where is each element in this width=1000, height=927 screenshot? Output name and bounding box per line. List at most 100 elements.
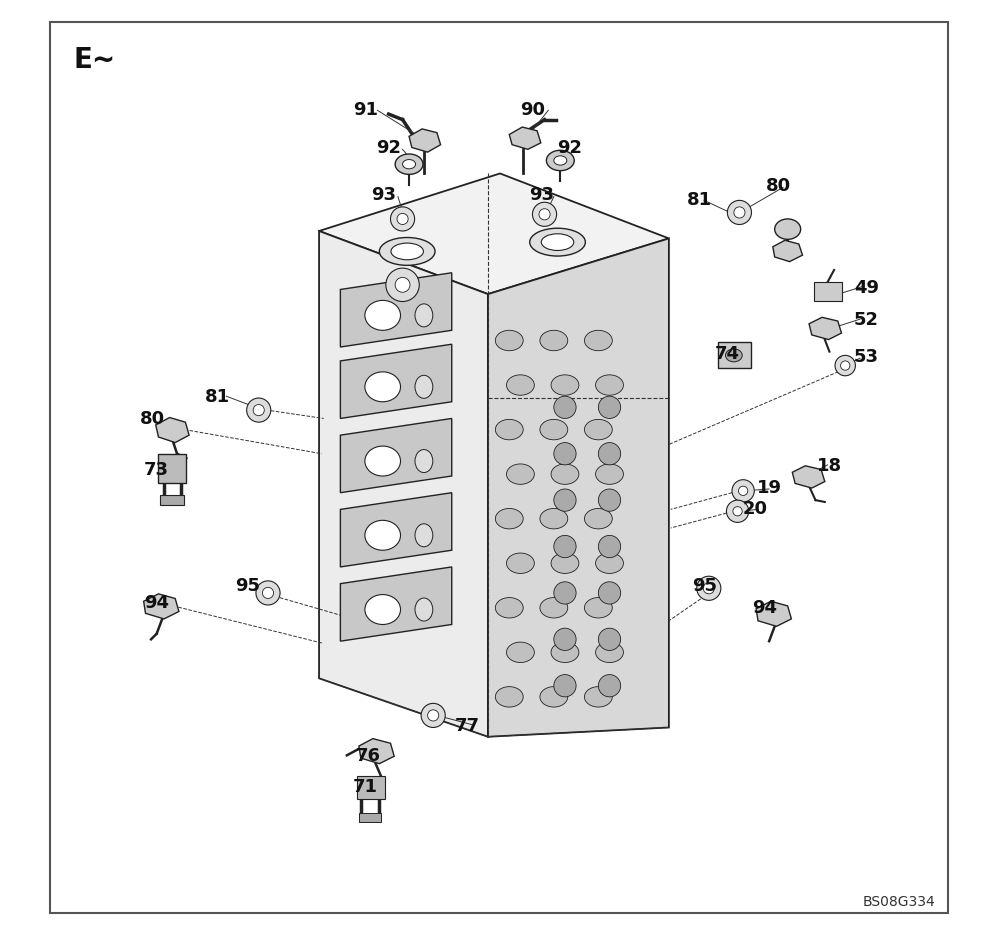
Ellipse shape <box>546 151 574 171</box>
Ellipse shape <box>540 331 568 351</box>
Circle shape <box>598 582 621 604</box>
Circle shape <box>262 588 274 599</box>
Circle shape <box>395 278 410 293</box>
Circle shape <box>732 480 754 502</box>
Ellipse shape <box>584 509 612 529</box>
Ellipse shape <box>495 687 523 707</box>
Bar <box>160 496 184 505</box>
Ellipse shape <box>596 375 623 396</box>
Ellipse shape <box>584 331 612 351</box>
Ellipse shape <box>415 599 433 621</box>
Text: 81: 81 <box>204 387 230 406</box>
Text: 18: 18 <box>817 456 842 475</box>
Text: 52: 52 <box>854 311 879 329</box>
Ellipse shape <box>726 349 742 362</box>
Ellipse shape <box>506 464 534 485</box>
Ellipse shape <box>540 420 568 440</box>
Text: 92: 92 <box>376 139 401 158</box>
Text: 80: 80 <box>766 176 791 195</box>
Circle shape <box>841 362 850 371</box>
Text: 80: 80 <box>139 410 165 428</box>
Bar <box>814 283 842 301</box>
Text: 91: 91 <box>353 100 378 119</box>
Text: 71: 71 <box>353 777 378 795</box>
Circle shape <box>703 583 714 594</box>
Ellipse shape <box>365 373 401 402</box>
Text: 77: 77 <box>455 716 480 734</box>
Bar <box>359 813 381 822</box>
Circle shape <box>727 201 751 225</box>
Bar <box>718 343 751 369</box>
Polygon shape <box>144 594 179 619</box>
Ellipse shape <box>540 598 568 618</box>
Polygon shape <box>773 241 803 262</box>
Text: 93: 93 <box>529 185 554 204</box>
Text: 49: 49 <box>854 278 879 297</box>
Circle shape <box>733 507 742 516</box>
Circle shape <box>598 629 621 651</box>
Ellipse shape <box>495 509 523 529</box>
Text: 53: 53 <box>854 348 879 366</box>
Polygon shape <box>340 567 452 641</box>
Bar <box>357 776 385 799</box>
Text: 90: 90 <box>520 100 545 119</box>
Polygon shape <box>156 418 189 443</box>
Ellipse shape <box>541 235 574 251</box>
Circle shape <box>598 397 621 419</box>
Text: 76: 76 <box>356 746 381 765</box>
Circle shape <box>726 501 749 523</box>
Circle shape <box>554 443 576 465</box>
Circle shape <box>428 710 439 721</box>
Polygon shape <box>359 739 394 764</box>
Circle shape <box>598 675 621 697</box>
Ellipse shape <box>554 157 567 166</box>
Circle shape <box>554 397 576 419</box>
Text: 95: 95 <box>692 577 717 595</box>
Text: 95: 95 <box>235 577 260 595</box>
Circle shape <box>247 399 271 423</box>
Ellipse shape <box>596 642 623 663</box>
Circle shape <box>598 536 621 558</box>
Circle shape <box>532 203 557 227</box>
Text: E~: E~ <box>73 46 115 74</box>
Text: 20: 20 <box>743 499 768 517</box>
Ellipse shape <box>365 521 401 551</box>
Ellipse shape <box>596 464 623 485</box>
Text: 94: 94 <box>144 593 169 612</box>
Text: 94: 94 <box>752 598 777 616</box>
Ellipse shape <box>379 238 435 266</box>
Ellipse shape <box>551 642 579 663</box>
Polygon shape <box>340 493 452 567</box>
Ellipse shape <box>540 687 568 707</box>
Ellipse shape <box>540 509 568 529</box>
Ellipse shape <box>365 301 401 331</box>
Ellipse shape <box>775 220 801 240</box>
Ellipse shape <box>495 598 523 618</box>
Ellipse shape <box>551 375 579 396</box>
Ellipse shape <box>415 375 433 399</box>
Text: 93: 93 <box>372 185 396 204</box>
Circle shape <box>253 405 264 416</box>
Circle shape <box>598 443 621 465</box>
Ellipse shape <box>506 642 534 663</box>
Text: 92: 92 <box>557 139 582 158</box>
Circle shape <box>386 269 419 302</box>
Polygon shape <box>340 273 452 348</box>
Polygon shape <box>509 128 541 150</box>
Polygon shape <box>488 239 669 737</box>
Polygon shape <box>319 232 488 737</box>
Bar <box>158 454 186 484</box>
Circle shape <box>554 629 576 651</box>
Circle shape <box>554 489 576 512</box>
Ellipse shape <box>415 524 433 547</box>
Circle shape <box>734 208 745 219</box>
Text: 73: 73 <box>144 461 169 479</box>
Polygon shape <box>340 345 452 419</box>
Circle shape <box>598 489 621 512</box>
Ellipse shape <box>495 420 523 440</box>
Ellipse shape <box>506 375 534 396</box>
Circle shape <box>390 208 415 232</box>
Ellipse shape <box>584 420 612 440</box>
Circle shape <box>835 356 855 376</box>
Polygon shape <box>409 130 441 153</box>
